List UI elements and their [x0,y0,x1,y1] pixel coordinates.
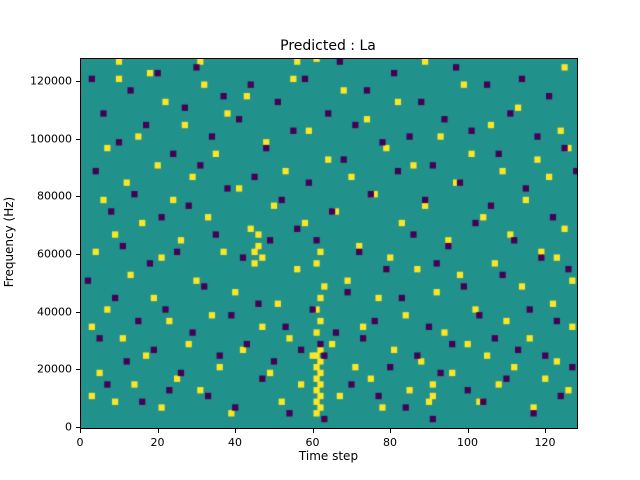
x-tick-mark [390,429,391,433]
x-axis-label: Time step [298,449,359,463]
x-tick-label: 40 [228,436,242,449]
x-tick-label: 20 [150,436,165,449]
y-axis-label: Frequency (Hz) [2,196,16,288]
chart-title: Predicted : La [280,38,376,54]
y-tick-mark [76,311,80,313]
x-tick-mark [545,429,546,433]
y-tick-label: 0 [65,420,72,434]
y-tick-label: 60000 [37,247,72,261]
x-tick-mark [80,429,81,433]
x-tick-label: 60 [305,436,320,449]
y-tick-mark [76,254,80,256]
x-tick-label: 100 [457,436,478,449]
y-tick-label: 80000 [37,189,72,203]
x-tick-mark [312,429,314,433]
y-tick-mark [76,138,80,140]
y-tick-mark [76,81,80,83]
y-tick-label: 120000 [30,74,72,88]
x-tick-mark [235,429,236,433]
plot-area [80,58,578,429]
x-tick-label: 80 [383,436,397,449]
y-tick-mark [76,427,80,428]
y-tick-mark [76,369,80,371]
y-tick-label: 20000 [37,362,72,376]
x-tick-mark [467,429,469,433]
x-tick-mark [157,429,159,433]
y-tick-label: 40000 [37,305,72,319]
x-tick-label: 120 [534,436,556,449]
y-tick-label: 100000 [30,132,72,146]
x-tick-label: 0 [76,436,84,449]
heatmap-canvas [81,59,577,428]
y-tick-mark [76,196,80,198]
